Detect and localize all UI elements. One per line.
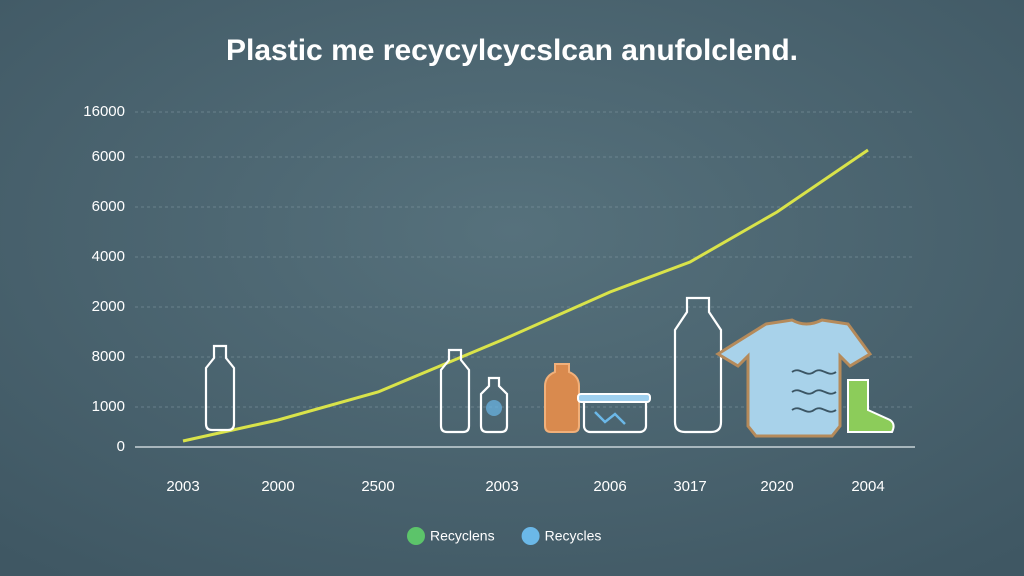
illustrations [204, 296, 895, 438]
legend-marker [407, 527, 425, 545]
y-tick-label: 1000 [92, 398, 125, 415]
x-tick-label: 2020 [760, 478, 793, 495]
x-tick-label: 2003 [485, 478, 518, 495]
y-tick-label: 4000 [92, 248, 125, 265]
x-tick-label: 2500 [361, 478, 394, 495]
x-tick-label: 3017 [673, 478, 706, 495]
legend-marker [521, 527, 540, 545]
y-tick-label: 6000 [92, 148, 125, 165]
data-line [182, 148, 869, 443]
x-tick-label: 2000 [261, 478, 294, 495]
chart-title: Plastic me recycylcycslcan anufolclend. [226, 34, 798, 67]
y-tick-label: 2000 [92, 298, 125, 315]
legend-label: Recyclens [430, 528, 495, 544]
y-tick-label: 16000 [83, 103, 125, 120]
y-tick-label: 8000 [92, 348, 125, 365]
y-tick-label: 0 [117, 438, 125, 455]
y-tick-label: 6000 [92, 198, 125, 215]
x-tick-label: 2006 [593, 478, 626, 495]
x-tick-label: 2004 [851, 478, 884, 495]
legend-label: Recycles [545, 528, 602, 544]
x-tick-label: 2003 [166, 478, 199, 495]
